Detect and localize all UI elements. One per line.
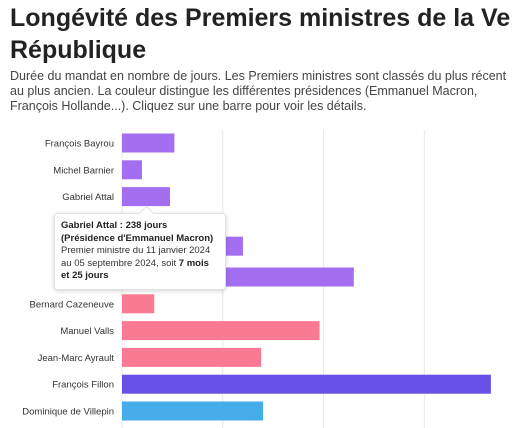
tooltip-presidency: (Présidence d'Emmanuel Macron) (61, 232, 214, 244)
bar[interactable] (122, 347, 262, 367)
y-axis-label: Michel Barnier (53, 165, 114, 176)
bar[interactable] (122, 133, 175, 153)
tooltip-title: Gabriel Attal : 238 jours (61, 220, 168, 231)
bar[interactable] (122, 294, 155, 314)
y-axis-label: François Fillon (52, 380, 114, 391)
y-axis-label: Gabriel Attal (62, 192, 114, 203)
y-axis-label: François Bayrou (45, 139, 114, 150)
bar[interactable] (122, 160, 142, 180)
tooltip-text: Premier ministre du 11 janvier 2024 au 0… (61, 245, 211, 269)
y-axis-label: Dominique de Villepin (22, 407, 114, 418)
tooltip-details: Premier ministre du 11 janvier 2024 au 0… (61, 245, 219, 283)
y-axis-label: Bernard Cazeneuve (30, 299, 115, 310)
bar[interactable] (122, 321, 320, 341)
bar[interactable] (122, 374, 491, 394)
y-axis-label: Jean-Marc Ayrault (38, 353, 115, 364)
chart-subtitle: Durée du mandat en nombre de jours. Les … (10, 69, 507, 113)
tooltip-duration: 7 mois et 25 jours (61, 257, 209, 282)
bar-tooltip: Gabriel Attal : 238 jours (Présidence d'… (54, 205, 226, 290)
chart-title: Longévité des Premiers ministres de la V… (10, 4, 511, 64)
y-axis-label: Manuel Valls (60, 326, 114, 337)
bar[interactable] (122, 187, 170, 207)
bar[interactable] (122, 401, 264, 421)
